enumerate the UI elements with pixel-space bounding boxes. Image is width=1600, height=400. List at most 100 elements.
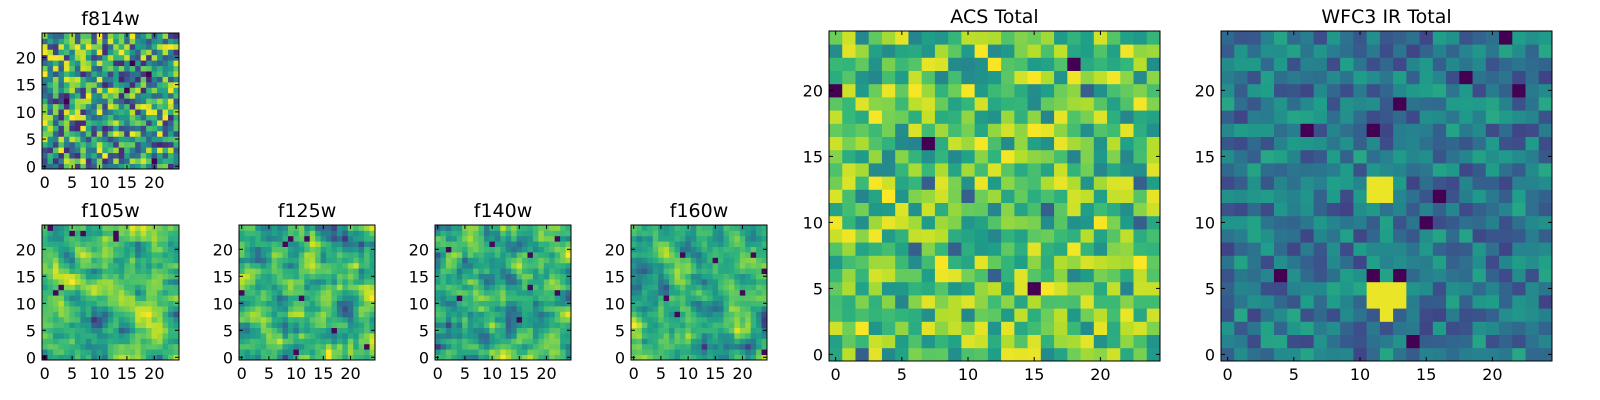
heatmap-cell xyxy=(636,257,643,264)
heatmap-cell xyxy=(113,109,120,115)
heatmap-cell xyxy=(118,289,125,296)
heatmap-cell xyxy=(249,257,256,264)
heatmap-cell xyxy=(282,316,289,323)
heatmap-cell xyxy=(987,57,1002,71)
heatmap-cell xyxy=(124,103,131,110)
heatmap-cell xyxy=(527,230,534,237)
heatmap-cell xyxy=(934,242,949,256)
heatmap-cell xyxy=(326,225,332,231)
heatmap-cell xyxy=(277,300,283,307)
heatmap-cell xyxy=(107,141,114,148)
heatmap-cell xyxy=(543,252,550,258)
heatmap-cell xyxy=(750,311,757,318)
heatmap-cell xyxy=(478,300,485,307)
heatmap-cell xyxy=(47,92,54,99)
heatmap-cell xyxy=(47,43,54,50)
heatmap-cell xyxy=(244,289,251,296)
heatmap-cell xyxy=(63,295,70,301)
heatmap-cell xyxy=(331,349,338,355)
x-tick-label: 15 xyxy=(705,364,725,383)
heatmap-cell xyxy=(124,241,131,247)
heatmap-cell xyxy=(146,141,152,148)
heatmap-cell xyxy=(52,38,59,45)
heatmap-cell xyxy=(451,322,458,328)
heatmap-cell xyxy=(74,295,81,301)
heatmap-cell xyxy=(494,257,501,264)
heatmap-cell xyxy=(560,230,566,237)
heatmap-cell xyxy=(1027,281,1042,296)
heatmap-cell xyxy=(47,71,54,77)
heatmap-cell xyxy=(326,241,332,247)
heatmap-cell xyxy=(168,306,174,312)
heatmap-cell xyxy=(118,76,125,83)
heatmap-cell xyxy=(756,333,762,339)
heatmap-cell xyxy=(908,110,923,124)
heatmap-cell xyxy=(1234,110,1248,124)
heatmap-cell xyxy=(91,306,98,312)
heatmap-cell xyxy=(168,273,174,280)
heatmap-cell xyxy=(674,349,681,355)
heatmap-cell xyxy=(974,149,989,164)
heatmap-cell xyxy=(42,43,48,50)
heatmap-cell xyxy=(663,295,670,301)
heatmap-cell xyxy=(489,327,496,334)
heatmap-cell xyxy=(168,103,174,110)
heatmap-cell xyxy=(522,268,528,274)
heatmap-cell xyxy=(494,289,501,296)
heatmap-cell xyxy=(173,311,180,318)
heatmap-cell xyxy=(151,279,158,285)
heatmap-cell xyxy=(364,257,370,264)
heatmap-cell xyxy=(1525,163,1540,177)
heatmap-cell xyxy=(908,268,923,283)
heatmap-cell xyxy=(47,273,54,280)
heatmap-cell xyxy=(522,252,528,258)
heatmap-cell xyxy=(58,295,65,301)
heatmap-cell xyxy=(718,295,724,301)
heatmap-cell xyxy=(309,316,316,323)
heatmap-cell xyxy=(113,311,120,318)
heatmap-cell xyxy=(1027,255,1042,269)
heatmap-cell xyxy=(63,273,70,280)
heatmap-cell xyxy=(652,262,659,269)
heatmap-cell xyxy=(85,158,92,164)
heatmap-cell xyxy=(829,136,843,151)
heatmap-cell xyxy=(739,327,746,334)
heatmap-cell xyxy=(467,343,474,350)
heatmap-cell xyxy=(829,295,843,309)
heatmap-cell xyxy=(304,295,311,301)
heatmap-cell xyxy=(342,257,349,264)
heatmap-cell xyxy=(1234,215,1248,230)
heatmap-cell xyxy=(151,147,158,154)
heatmap-cell xyxy=(701,241,708,247)
heatmap-cell xyxy=(135,333,142,339)
heatmap-cell xyxy=(135,49,142,56)
heatmap-cell xyxy=(113,81,120,88)
heatmap-cell xyxy=(347,322,354,328)
heatmap-cell xyxy=(456,241,463,247)
heatmap-cell xyxy=(80,54,87,61)
heatmap-cell xyxy=(113,262,120,269)
heatmap-cell xyxy=(102,343,109,350)
heatmap-cell xyxy=(173,268,180,274)
heatmap-cell xyxy=(140,114,147,121)
heatmap-cell xyxy=(80,343,87,350)
heatmap-cell xyxy=(829,44,843,58)
heatmap-cell xyxy=(1260,295,1275,309)
heatmap-cell xyxy=(58,158,65,164)
heatmap-cell xyxy=(685,295,692,301)
heatmap-cell xyxy=(478,268,485,274)
heatmap-cell xyxy=(80,252,87,258)
heatmap-cell xyxy=(118,98,125,105)
heatmap-cell xyxy=(707,230,713,237)
heatmap-cell xyxy=(829,57,843,71)
heatmap-cell xyxy=(91,230,98,237)
heatmap-cell xyxy=(974,57,989,71)
x-tick-label: 15 xyxy=(509,364,529,383)
heatmap-cell xyxy=(701,343,708,350)
heatmap-cell xyxy=(494,327,501,334)
heatmap-cell xyxy=(961,97,976,111)
heatmap-cell xyxy=(1146,70,1161,85)
heatmap-cell xyxy=(1234,295,1248,309)
heatmap-cell xyxy=(750,289,757,296)
